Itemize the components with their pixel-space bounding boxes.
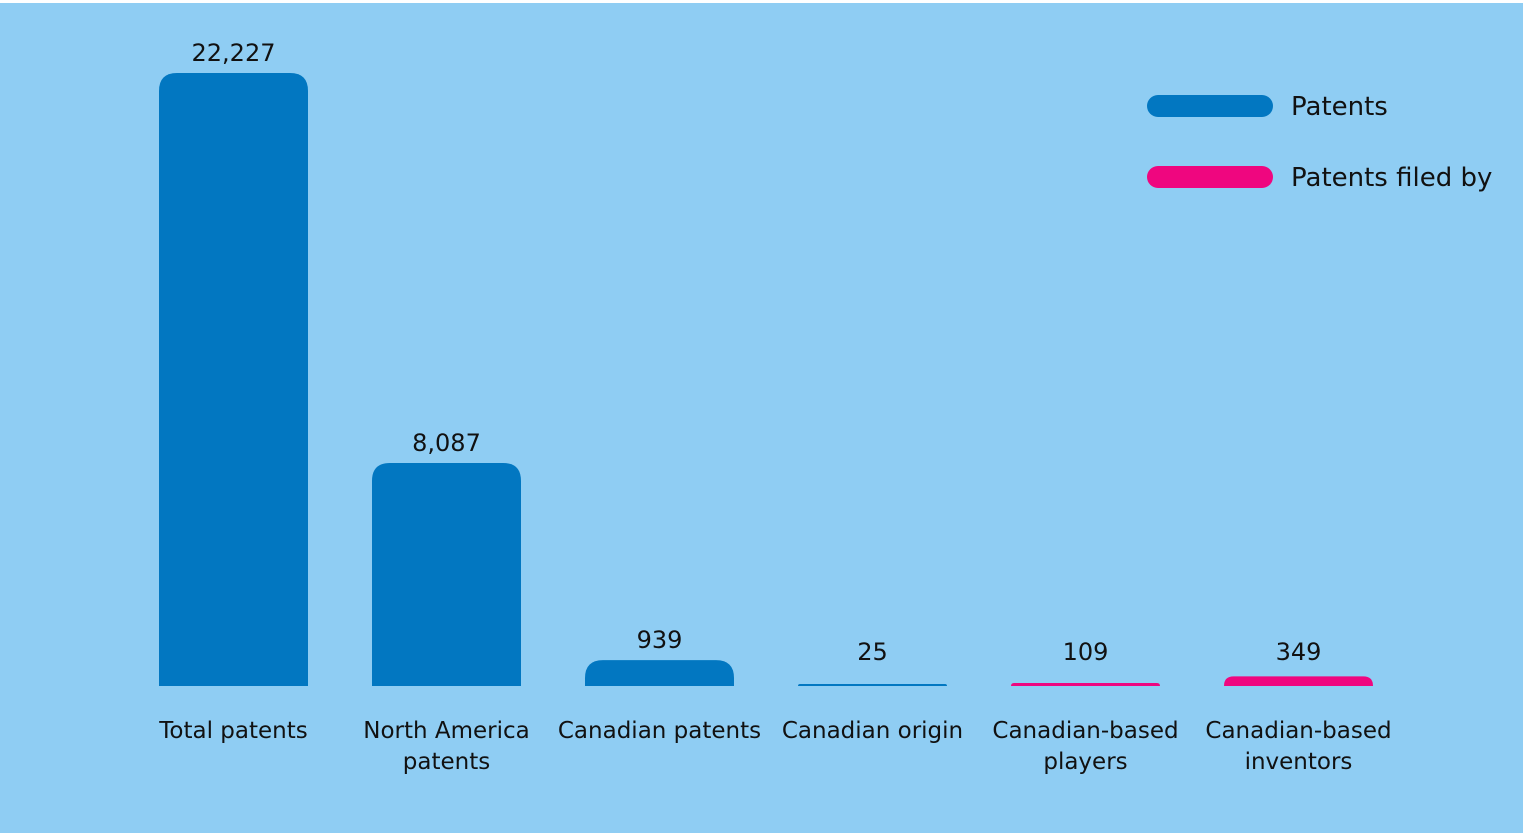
bar-6 <box>1224 676 1373 686</box>
value-label-2: 8,087 <box>412 429 481 457</box>
value-label-1: 22,227 <box>192 39 276 67</box>
bar-1 <box>159 73 308 686</box>
legend-label-2: Patents filed by <box>1291 163 1492 193</box>
legend-swatch-2 <box>1147 166 1273 188</box>
legend-label-1: Patents <box>1291 92 1388 122</box>
bar-2 <box>372 462 521 686</box>
bar-5 <box>1011 682 1160 686</box>
category-label-1: Total patents <box>158 718 307 744</box>
category-label-3: Canadian patents <box>558 718 761 744</box>
bar-chart: 22,227 Total patents 8,087 North America pat… <box>158 39 1492 775</box>
category-label-2: North America patents <box>363 718 530 775</box>
value-label-5: 109 <box>1063 638 1109 666</box>
category-label-5: Canadian-based players <box>992 718 1178 775</box>
category-label-6: Canadian-based inventors <box>1205 718 1391 775</box>
bar-3 <box>585 660 734 686</box>
chart-panel: 22,227 Total patents 8,087 North America pat… <box>0 3 1523 833</box>
value-label-3: 939 <box>637 626 683 654</box>
value-label-4: 25 <box>857 638 888 666</box>
category-label-4: Canadian origin <box>782 718 963 744</box>
bar-4 <box>798 684 947 686</box>
value-label-6: 349 <box>1276 638 1322 666</box>
legend-swatch-1 <box>1147 95 1273 117</box>
